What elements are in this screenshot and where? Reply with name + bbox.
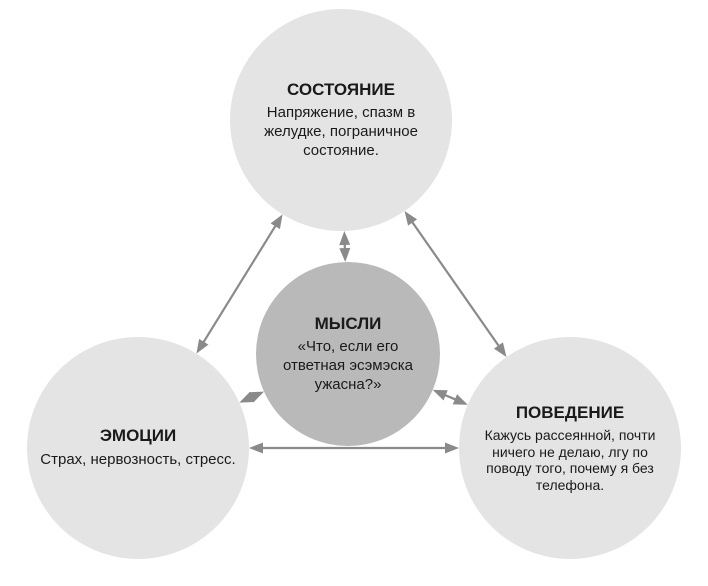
node-condition: СОСТОЯНИЕ Напряжение, спазм в желудке, п… <box>230 9 452 231</box>
node-thoughts-body: «Что, если его ответная эсэмэска ужасна?… <box>266 338 430 394</box>
node-behavior-title: ПОВЕДЕНИЕ <box>516 403 624 423</box>
node-emotions: ЭМОЦИИ Страх, нервозность, стресс. <box>27 337 249 559</box>
diagram-stage: СОСТОЯНИЕ Напряжение, спазм в желудке, п… <box>0 0 708 586</box>
node-condition-body: Напряжение, спазм в желудке, пограничное… <box>240 104 442 160</box>
node-condition-title: СОСТОЯНИЕ <box>287 80 395 100</box>
node-behavior: ПОВЕДЕНИЕ Кажусь рассеянной, почти ничег… <box>459 337 681 559</box>
node-emotions-title: ЭМОЦИИ <box>100 426 176 446</box>
node-behavior-body: Кажусь рассеянной, почти ничего не делаю… <box>469 427 671 493</box>
node-thoughts-title: МЫСЛИ <box>315 314 382 334</box>
node-emotions-body: Страх, нервозность, стресс. <box>40 451 235 470</box>
node-thoughts: МЫСЛИ «Что, если его ответная эсэмэска у… <box>256 262 440 446</box>
